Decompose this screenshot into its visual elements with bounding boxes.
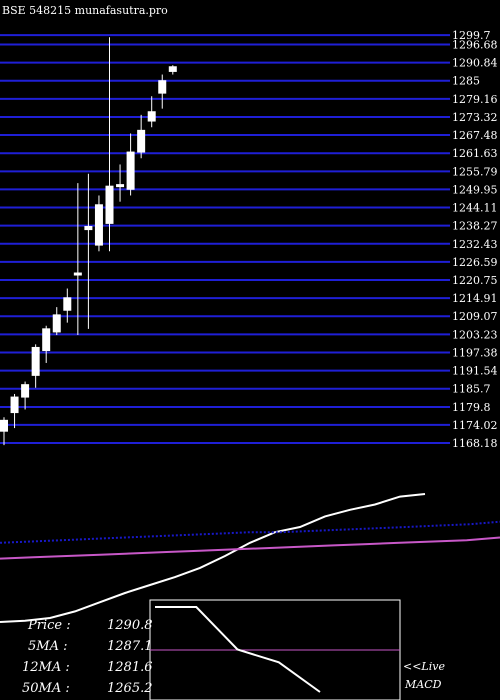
price-tick-label: 1290.84 — [452, 57, 498, 70]
candle-body — [137, 129, 146, 153]
price-tick-label: 1214.91 — [452, 292, 498, 305]
ma5-value: 1287.1 — [107, 639, 153, 654]
candle-body — [63, 297, 72, 311]
ma-line — [0, 536, 500, 560]
price-tick-label: 1296.68 — [452, 38, 498, 51]
candle-body — [73, 272, 82, 276]
ma50-value: 1265.2 — [107, 681, 153, 696]
candle-body — [42, 328, 51, 352]
price-tick-label: 1299.7 — [452, 29, 491, 42]
price-tick-label: 1174.02 — [452, 419, 498, 432]
price-label: Price : — [27, 618, 71, 633]
candles — [0, 37, 177, 446]
candle-body — [10, 396, 19, 414]
ma12-value: 1281.6 — [107, 660, 153, 675]
candle-body — [52, 314, 61, 333]
macd-line — [155, 606, 321, 693]
price-tick-label: 1179.8 — [452, 401, 491, 414]
price-tick-label: 1226.59 — [452, 256, 498, 269]
candle-body — [105, 185, 114, 224]
price-tick-label: 1285 — [452, 75, 480, 88]
candle-body — [126, 151, 135, 190]
price-tick-label: 1244.11 — [452, 202, 498, 215]
macd-label: MACD — [404, 678, 442, 691]
candle-body — [158, 80, 167, 94]
price-tick-label: 1279.16 — [452, 93, 498, 106]
price-grid — [0, 34, 450, 445]
price-tick-label: 1168.18 — [452, 437, 498, 450]
ma-readout: Price : 1290.8 5MA : 1287.1 12MA : 1281.… — [22, 618, 153, 696]
ma-line — [0, 493, 426, 623]
price-tick-label: 1197.38 — [452, 346, 498, 359]
price-tick-label: 1203.23 — [452, 328, 498, 341]
ma5-label: 5MA : — [28, 639, 67, 654]
moving-average-lines — [0, 493, 500, 623]
price-tick-label: 1261.63 — [452, 147, 498, 160]
candle-body — [21, 384, 30, 398]
candle-body — [84, 225, 93, 231]
price-tick-label: 1209.07 — [452, 310, 498, 323]
candle-body — [31, 346, 40, 376]
chart-title: BSE 548215 munafasutra.pro — [2, 4, 168, 17]
ma12-label: 12MA : — [22, 660, 70, 675]
candle-body — [147, 111, 156, 122]
price-tick-label: 1185.7 — [452, 383, 491, 396]
candle-body — [116, 184, 125, 188]
ma-line — [0, 520, 500, 544]
price-tick-label: 1267.48 — [452, 129, 498, 142]
price-tick-label: 1249.95 — [452, 183, 498, 196]
price-tick-label: 1238.27 — [452, 220, 498, 233]
price-tick-label: 1191.54 — [452, 365, 498, 378]
price-tick-label: 1220.75 — [452, 274, 498, 287]
macd-live-label: <<Live — [403, 660, 445, 673]
candle-body — [94, 204, 103, 246]
price-tick-label: 1273.32 — [452, 111, 498, 124]
price-tick-label: 1255.79 — [452, 165, 498, 178]
price-tick-label: 1232.43 — [452, 238, 498, 251]
candle-body — [0, 419, 8, 432]
price-value: 1290.8 — [107, 618, 153, 633]
ma50-label: 50MA : — [22, 681, 70, 696]
candle-body — [168, 66, 177, 72]
